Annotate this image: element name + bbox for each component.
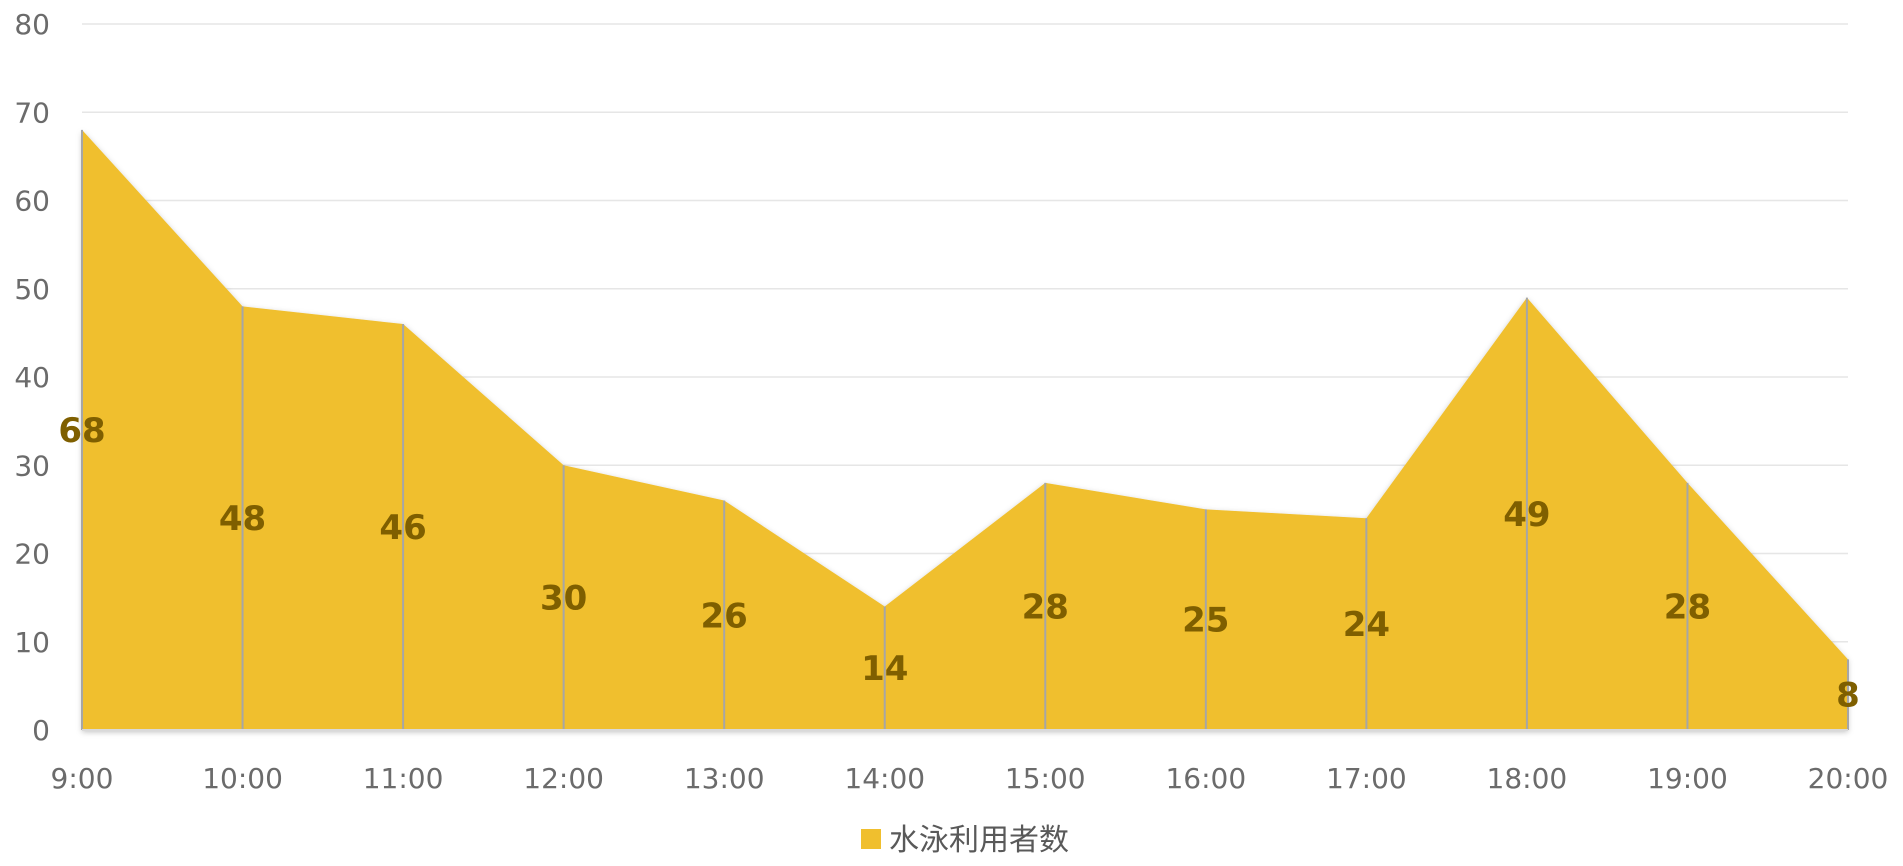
data-labels: 68 48 46 30 26 14 28 25 24 49 28 8 — [58, 411, 1860, 716]
legend-swatch — [861, 829, 881, 849]
series-area-fill — [82, 129, 1848, 730]
x-tick-label: 15:00 — [1005, 762, 1086, 795]
series-area — [82, 129, 1848, 730]
data-label: 26 — [701, 596, 748, 636]
data-label: 8 — [1836, 676, 1860, 716]
x-tick-label: 14:00 — [844, 762, 925, 795]
data-label: 28 — [1022, 587, 1069, 627]
x-tick-label: 11:00 — [363, 762, 444, 795]
data-label: 30 — [540, 579, 587, 619]
y-tick-label: 40 — [14, 361, 50, 394]
y-tick-label: 20 — [14, 538, 50, 571]
y-tick-label: 0 — [32, 714, 50, 747]
data-label: 68 — [58, 411, 105, 451]
x-tick-label: 18:00 — [1487, 762, 1568, 795]
x-axis: 9:00 10:00 11:00 12:00 13:00 14:00 15:00 16:00 1… — [51, 729, 1889, 795]
x-tick-label: 12:00 — [523, 762, 604, 795]
legend: 水泳利用者数 — [861, 823, 1069, 858]
y-tick-label: 30 — [14, 449, 50, 482]
y-tick-label: 80 — [14, 8, 50, 41]
x-tick-label: 13:00 — [684, 762, 765, 795]
data-label: 48 — [219, 499, 266, 539]
data-label: 46 — [379, 508, 426, 548]
x-tick-label: 16:00 — [1165, 762, 1246, 795]
y-tick-label: 60 — [14, 185, 50, 218]
data-label: 28 — [1664, 587, 1711, 627]
data-label: 49 — [1503, 495, 1550, 535]
x-tick-label: 10:00 — [202, 762, 283, 795]
data-label: 24 — [1343, 605, 1390, 645]
x-tick-label: 9:00 — [51, 762, 114, 795]
data-label: 25 — [1182, 601, 1229, 641]
x-tick-label: 19:00 — [1647, 762, 1728, 795]
y-tick-label: 10 — [14, 626, 50, 659]
y-axis: 0 10 20 30 40 50 60 70 80 — [14, 8, 50, 747]
legend-label: 水泳利用者数 — [889, 823, 1069, 858]
x-tick-label: 20:00 — [1808, 762, 1889, 795]
y-tick-label: 70 — [14, 96, 50, 129]
y-tick-label: 50 — [14, 273, 50, 306]
drop-lines — [81, 129, 1849, 730]
data-label: 14 — [861, 649, 908, 689]
x-tick-label: 17:00 — [1326, 762, 1407, 795]
